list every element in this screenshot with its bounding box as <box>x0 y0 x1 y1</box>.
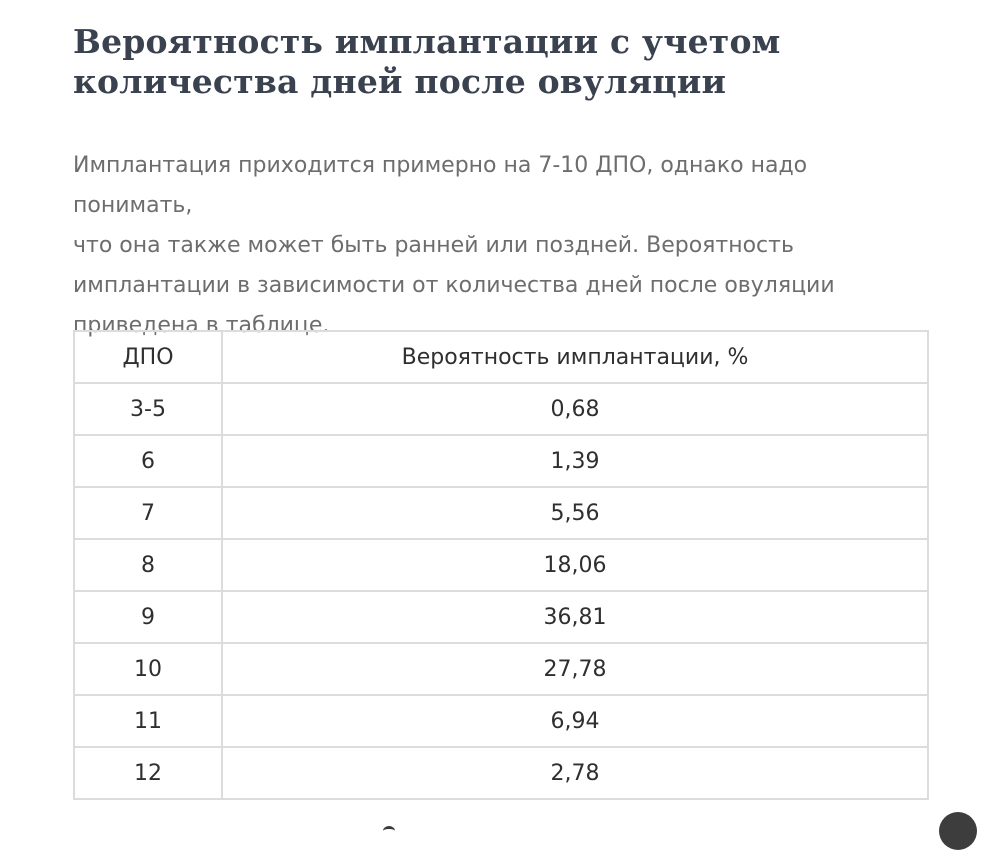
cell-probability: 6,94 <box>221 694 929 748</box>
intro-line-2: что она также может быть ранней или позд… <box>73 233 794 258</box>
cell-dpo: 6 <box>73 434 223 488</box>
article-title-line-2: количества дней после овуляции <box>73 62 727 101</box>
article-title-line-1: Вероятность имплантации с учетом <box>73 22 781 61</box>
cell-dpo: 12 <box>73 746 223 800</box>
implantation-table-container: ДПО Вероятность имплантации, % 3-5 0,68 … <box>73 330 929 800</box>
intro-line-3: имплантации в зависимости от количества … <box>73 273 835 298</box>
table-row: 10 27,78 <box>73 642 929 696</box>
article-title: Вероятность имплантации с учетом количес… <box>73 22 933 102</box>
table-row: 8 18,06 <box>73 538 929 592</box>
partial-text-glyph <box>383 826 395 836</box>
cell-dpo: 9 <box>73 590 223 644</box>
table-row: 9 36,81 <box>73 590 929 644</box>
article: Вероятность имплантации с учетом количес… <box>73 22 933 346</box>
cell-probability: 18,06 <box>221 538 929 592</box>
floating-action-button[interactable] <box>939 812 977 850</box>
cell-probability: 0,68 <box>221 382 929 436</box>
table-row: 7 5,56 <box>73 486 929 540</box>
table-header-row: ДПО Вероятность имплантации, % <box>73 330 929 384</box>
table-row: 11 6,94 <box>73 694 929 748</box>
cell-probability: 2,78 <box>221 746 929 800</box>
table-row: 6 1,39 <box>73 434 929 488</box>
table-row: 3-5 0,68 <box>73 382 929 436</box>
header-probability: Вероятность имплантации, % <box>221 330 929 384</box>
intro-line-1: Имплантация приходится примерно на 7-10 … <box>73 153 808 218</box>
implantation-probability-table: ДПО Вероятность имплантации, % 3-5 0,68 … <box>73 330 929 800</box>
cell-probability: 27,78 <box>221 642 929 696</box>
cell-dpo: 3-5 <box>73 382 223 436</box>
table-row: 12 2,78 <box>73 746 929 800</box>
header-dpo: ДПО <box>73 330 223 384</box>
intro-paragraph: Имплантация приходится примерно на 7-10 … <box>73 146 923 346</box>
cell-dpo: 8 <box>73 538 223 592</box>
cell-dpo: 10 <box>73 642 223 696</box>
cell-dpo: 7 <box>73 486 223 540</box>
cell-probability: 36,81 <box>221 590 929 644</box>
cell-dpo: 11 <box>73 694 223 748</box>
cell-probability: 5,56 <box>221 486 929 540</box>
cell-probability: 1,39 <box>221 434 929 488</box>
